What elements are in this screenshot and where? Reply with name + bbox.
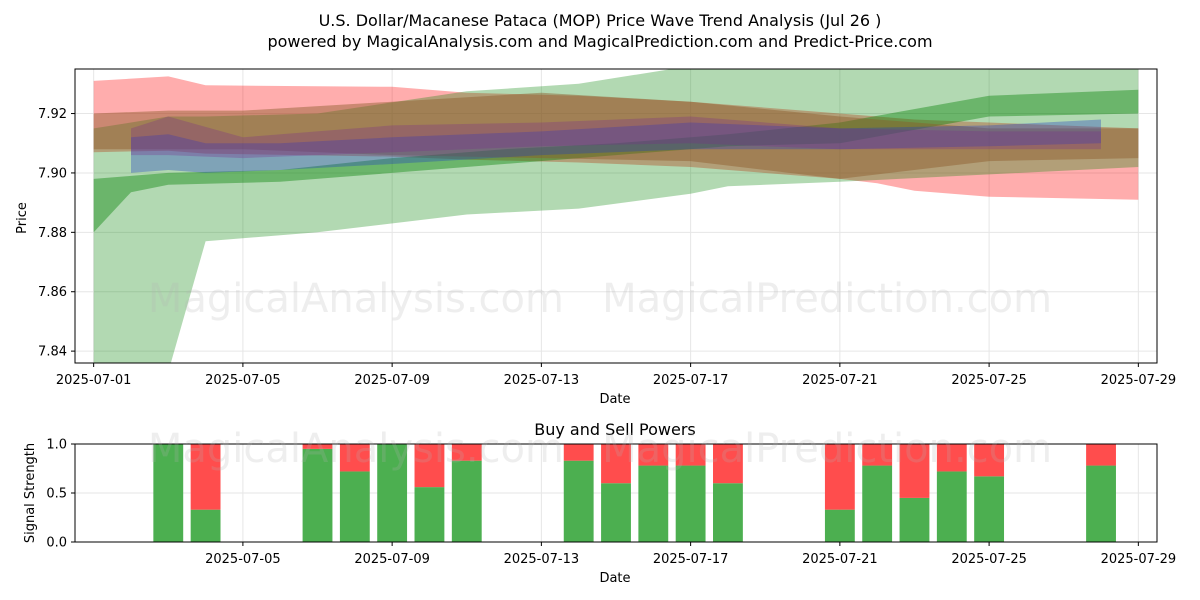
signal-x-tick-label: 2025-07-13 — [504, 552, 580, 567]
price-x-tick-label: 2025-07-29 — [1101, 373, 1177, 388]
sell-power-bar — [302, 444, 333, 449]
signal-x-tick-label: 2025-07-25 — [951, 552, 1027, 567]
price-x-tick-label: 2025-07-21 — [802, 373, 878, 388]
sell-power-bar — [936, 444, 967, 472]
price-band-4 — [131, 119, 1101, 173]
price-x-tick-label: 2025-07-01 — [56, 373, 132, 388]
sell-power-bar — [974, 444, 1005, 477]
price-band-2 — [93, 89, 1139, 233]
sell-power-bar — [601, 444, 631, 484]
watermark-top: MagicalAnalysis.com MagicalPrediction.co… — [148, 276, 1052, 322]
signal-x-tick-label: 2025-07-05 — [205, 552, 281, 567]
buy-power-bar — [414, 487, 445, 542]
price-wave-plot: 2025-07-01 2025-07-05 2025-07-09 2025-07-13… — [38, 68, 1177, 388]
sell-power-bar — [675, 444, 706, 466]
price-band-3 — [93, 92, 1139, 179]
sell-power-bar — [1086, 444, 1116, 466]
buy-power-bar — [862, 465, 893, 542]
sell-power-bar — [190, 444, 221, 510]
price-axes-frame — [74, 68, 1158, 364]
buy-power-bar — [974, 476, 1005, 542]
buy-power-bar — [899, 497, 930, 542]
buy-power-bar — [563, 460, 594, 542]
signal-y-tick-label: 0.5 — [46, 487, 67, 502]
price-x-tick-label: 2025-07-05 — [205, 373, 281, 388]
price-band-0 — [93, 76, 1139, 200]
watermark-bottom: MagicalAnalysis.com MagicalPrediction.co… — [148, 426, 1052, 472]
sell-power-bar — [638, 444, 669, 466]
price-y-tick-label: 7.86 — [38, 285, 67, 300]
signal-x-tick-label: 2025-07-29 — [1101, 552, 1177, 567]
sell-power-bar — [414, 444, 445, 488]
buy-power-bar — [1086, 465, 1116, 542]
signal-x-tick-label: 2025-07-17 — [653, 552, 729, 567]
sell-power-bar — [339, 444, 370, 472]
buy-power-bar — [601, 483, 631, 542]
price-band-5 — [131, 116, 1101, 159]
price-y-tick-label: 7.90 — [38, 166, 67, 181]
buy-power-bar — [190, 509, 221, 542]
signal-x-tick-label: 2025-07-09 — [354, 552, 430, 567]
price-band-1 — [93, 69, 1139, 363]
buy-power-bar — [638, 465, 669, 542]
buy-power-bar — [302, 448, 333, 542]
buy-power-bar — [451, 460, 482, 542]
signal-y-axis-label: Signal Strength — [23, 443, 38, 543]
price-x-tick-label: 2025-07-25 — [951, 373, 1027, 388]
buy-power-bar — [153, 444, 184, 542]
buy-sell-title: Buy and Sell Powers — [534, 420, 696, 439]
chart-title-line1: U.S. Dollar/Macanese Pataca (MOP) Price … — [319, 11, 882, 30]
sell-power-bar — [824, 444, 855, 510]
buy-power-bar — [824, 509, 855, 542]
sell-power-bar — [899, 444, 930, 498]
price-x-tick-label: 2025-07-13 — [504, 373, 580, 388]
signal-y-tick-label: 1.0 — [46, 438, 67, 453]
price-x-tick-label: 2025-07-09 — [354, 373, 430, 388]
price-y-tick-label: 7.84 — [38, 345, 67, 360]
sell-power-bar — [563, 444, 594, 461]
price-y-axis-label: Price — [15, 202, 30, 234]
buy-power-bar — [339, 471, 370, 542]
chart-title-line2: powered by MagicalAnalysis.com and Magic… — [267, 32, 932, 51]
buy-power-bar — [936, 471, 967, 542]
buy-power-bar — [713, 483, 743, 542]
signal-x-tick-label: 2025-07-21 — [802, 552, 878, 567]
signal-y-tick-label: 0.0 — [46, 536, 67, 551]
price-y-tick-label: 7.92 — [38, 107, 67, 122]
price-x-axis-label: Date — [599, 392, 630, 407]
price-x-tick-label: 2025-07-17 — [653, 373, 729, 388]
sell-power-bar — [451, 444, 482, 461]
price-y-tick-label: 7.88 — [38, 226, 67, 241]
buy-power-bar — [377, 444, 408, 542]
buy-power-bar — [675, 465, 706, 542]
sell-power-bar — [862, 444, 893, 466]
signal-x-axis-label: Date — [599, 571, 630, 586]
sell-power-bar — [713, 444, 743, 484]
buy-sell-power-plot: 2025-07-05 2025-07-09 2025-07-13 2025-07-17… — [46, 438, 1176, 568]
